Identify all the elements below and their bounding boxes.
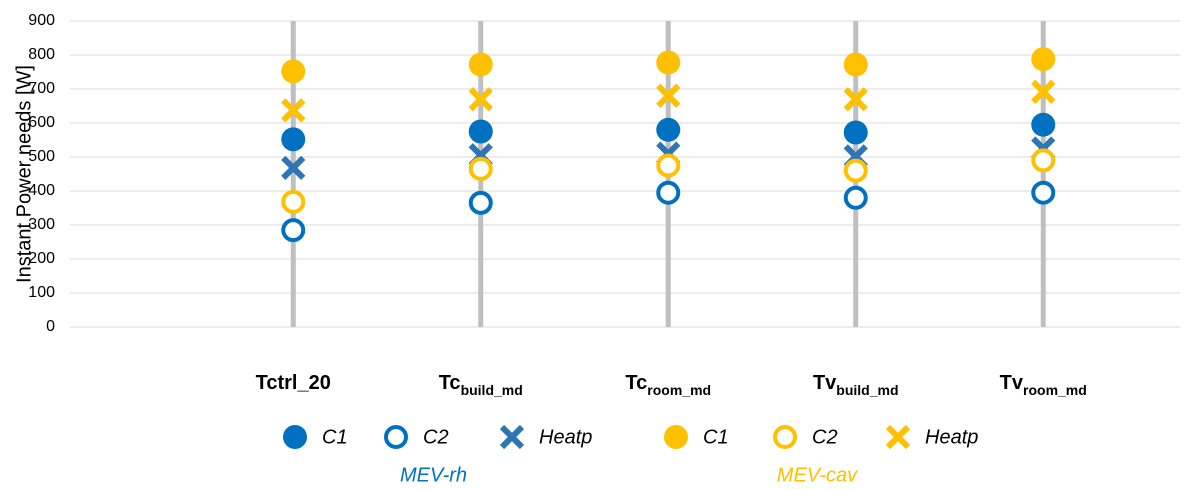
- legend-label: C1: [703, 426, 729, 448]
- y-tick-label: 300: [28, 216, 55, 233]
- category-subscript: build_md: [836, 382, 898, 398]
- x-tick-label: Tctrl_20: [256, 372, 331, 394]
- point: [468, 52, 493, 77]
- point: [468, 87, 493, 112]
- point: [468, 119, 493, 144]
- legend-label: Heatp: [539, 426, 592, 448]
- point: [843, 185, 868, 210]
- y-tick-label: 800: [28, 46, 55, 63]
- point: [468, 156, 493, 181]
- point: [656, 117, 681, 142]
- legend-marker: [384, 425, 408, 449]
- point: [281, 155, 306, 181]
- point: [1031, 112, 1056, 137]
- y-tick-label: 500: [28, 148, 55, 165]
- point: [656, 180, 681, 205]
- point: [843, 52, 868, 77]
- legend-marker: [499, 424, 525, 450]
- point: [281, 59, 306, 84]
- y-tick-label: 900: [28, 12, 55, 29]
- legend-group-label: MEV-cav: [777, 464, 858, 486]
- legend-marker: [885, 424, 911, 450]
- y-axis-label: Instant Power needs [W]: [13, 65, 35, 283]
- legend-marker: [773, 425, 797, 449]
- category-subscript: room_md: [1023, 382, 1087, 398]
- point: [843, 158, 868, 183]
- y-tick-label: 600: [28, 114, 55, 131]
- point: [281, 98, 306, 123]
- legend-label: C1: [322, 426, 348, 448]
- point: [468, 190, 493, 215]
- y-tick-label: 200: [28, 250, 55, 267]
- category-subscript: build_md: [461, 382, 523, 398]
- y-tick-label: 0: [46, 318, 55, 335]
- point: [1031, 148, 1056, 173]
- point: [843, 120, 868, 145]
- legend-marker: [664, 425, 688, 449]
- point: [1031, 180, 1056, 205]
- y-tick-label: 100: [28, 284, 55, 301]
- point: [1031, 47, 1056, 72]
- category-base: Tv: [813, 372, 837, 394]
- category-base: Tc: [625, 372, 647, 394]
- point: [656, 153, 681, 178]
- point: [281, 127, 306, 152]
- legend-label: C2: [812, 426, 838, 448]
- category-subscript: room_md: [647, 382, 711, 398]
- legend-group-label: MEV-rh: [400, 464, 467, 486]
- legend-label: Heatp: [925, 426, 978, 448]
- category-base: Tc: [439, 372, 461, 394]
- x-tick-label: Tvbuild_md: [813, 372, 899, 397]
- y-tick-label: 700: [28, 80, 55, 97]
- point: [281, 189, 306, 214]
- category-base: Tctrl_20: [256, 372, 331, 394]
- y-tick-label: 400: [28, 182, 55, 199]
- point: [1031, 79, 1056, 104]
- point: [656, 83, 681, 108]
- x-tick-label: Tcbuild_md: [439, 372, 523, 397]
- point: [656, 50, 681, 75]
- legend-label: C2: [423, 426, 449, 448]
- x-tick-label: Tvroom_md: [1000, 372, 1087, 397]
- point: [843, 87, 868, 112]
- legend-marker: [283, 425, 307, 449]
- x-tick-label: Tcroom_md: [625, 372, 711, 397]
- point: [281, 218, 306, 243]
- category-base: Tv: [1000, 372, 1024, 394]
